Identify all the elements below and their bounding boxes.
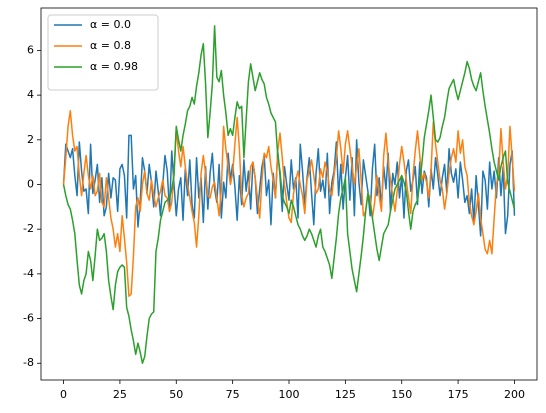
line-series (62, 110, 516, 297)
legend-label: α = 0.8 (90, 39, 131, 52)
y-tick-label: 6 (27, 43, 34, 56)
y-tick-label: -4 (23, 267, 34, 280)
y-tick-label: 4 (27, 88, 34, 101)
legend-box (47, 14, 159, 91)
y-tick-label: -8 (23, 356, 34, 369)
x-tick-label: 75 (226, 388, 240, 401)
x-tick-label: 25 (113, 388, 127, 401)
x-tick-label: 100 (279, 388, 300, 401)
line-series (62, 134, 516, 237)
legend-label: α = 0.0 (90, 18, 131, 31)
x-tick-label: 0 (60, 388, 67, 401)
x-tick-label: 150 (391, 388, 412, 401)
x-tick-label: 200 (504, 388, 525, 401)
x-tick-label: 125 (335, 388, 356, 401)
y-tick-label: -2 (23, 222, 34, 235)
x-tick-label: 50 (169, 388, 183, 401)
y-tick-label: 0 (27, 178, 34, 191)
x-tick-label: 175 (448, 388, 469, 401)
legend-label: α = 0.98 (90, 60, 138, 73)
legend: α = 0.0 α = 0.8 α = 0.98 (47, 14, 159, 91)
y-tick-label: -6 (23, 312, 34, 325)
plot-frame (40, 7, 538, 381)
y-tick-label: 2 (27, 133, 34, 146)
line-series (62, 25, 516, 364)
